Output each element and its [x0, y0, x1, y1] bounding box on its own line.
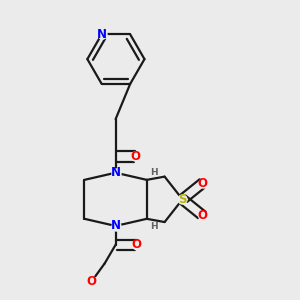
Text: O: O [87, 275, 97, 288]
Text: N: N [111, 220, 121, 232]
Text: H: H [150, 168, 158, 177]
Text: O: O [198, 177, 208, 190]
Text: O: O [130, 150, 140, 163]
Text: H: H [150, 222, 158, 231]
Text: S: S [178, 193, 187, 206]
Text: O: O [198, 209, 208, 222]
Text: N: N [97, 28, 106, 41]
Text: O: O [132, 238, 142, 251]
Text: N: N [111, 166, 121, 179]
